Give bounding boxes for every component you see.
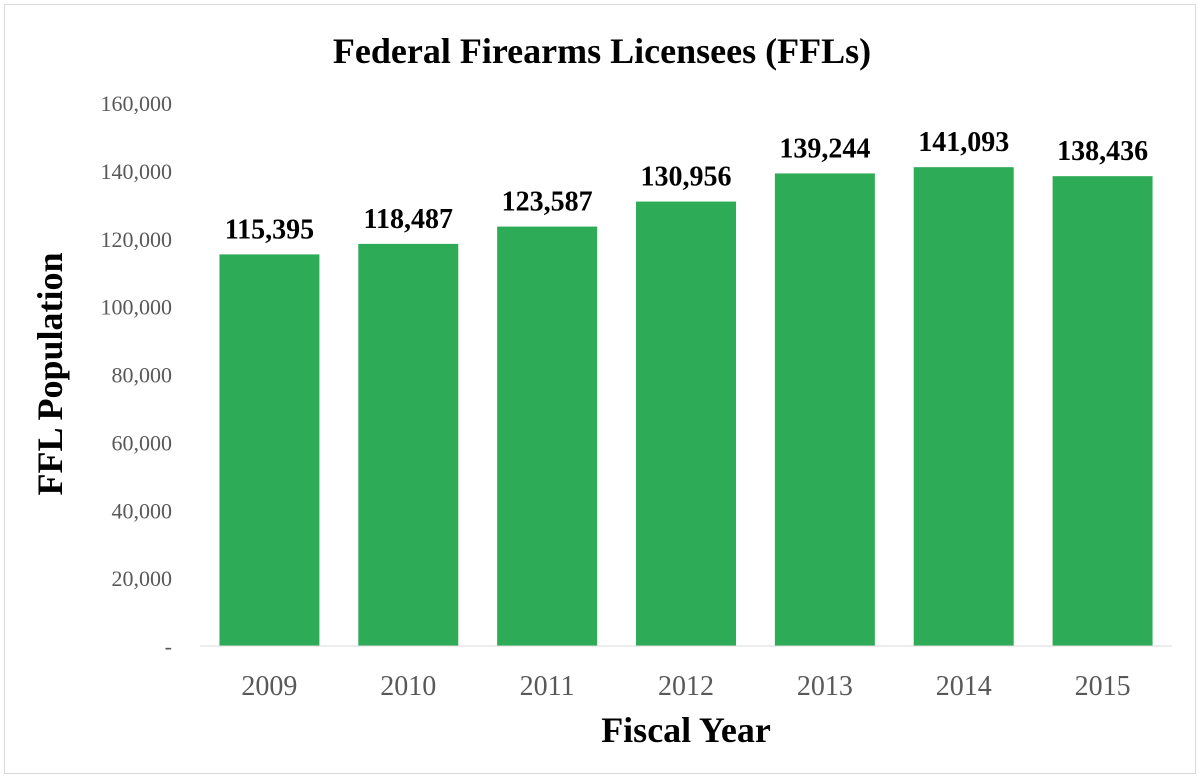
- data-label-2009: 115,395: [225, 214, 314, 245]
- data-label-2013: 139,244: [779, 133, 870, 164]
- x-tick-label-2010: 2010: [380, 671, 436, 702]
- y-tick-label: -: [165, 634, 172, 659]
- x-tick-label-2013: 2013: [797, 671, 853, 702]
- y-tick-label: 80,000: [112, 363, 173, 388]
- data-labels: 115,395 118,487 123,587 130,956 139,244 141,0…: [225, 127, 1148, 245]
- x-axis-label: Fiscal Year: [601, 710, 771, 750]
- y-tick-label: 160,000: [101, 91, 173, 116]
- bar-2012: [636, 201, 736, 647]
- x-tick-label-2009: 2009: [241, 671, 297, 702]
- bar-2015: [1052, 176, 1153, 646]
- bar-2009: [219, 254, 320, 646]
- y-axis-ticks: - 20,000 40,000 60,000 80,000 100,000 120,000 1…: [101, 91, 173, 659]
- x-tick-label-2012: 2012: [658, 671, 714, 702]
- y-tick-label: 40,000: [112, 498, 173, 523]
- x-tick-label-2014: 2014: [936, 671, 992, 702]
- data-label-2010: 118,487: [364, 204, 453, 235]
- data-label-2014: 141,093: [918, 127, 1009, 158]
- y-tick-label: 120,000: [101, 227, 173, 252]
- y-axis-label: FFL Population: [30, 252, 70, 495]
- data-label-2011: 123,587: [502, 187, 593, 218]
- bar-2010: [358, 243, 459, 646]
- x-tick-label-2015: 2015: [1075, 671, 1131, 702]
- bar-2013: [774, 173, 875, 646]
- chart-title: Federal Firearms Licensees (FFLs): [333, 31, 871, 71]
- data-label-2015: 138,436: [1057, 136, 1148, 167]
- bar-2014: [913, 167, 1014, 646]
- data-label-2012: 130,956: [641, 162, 732, 193]
- bar-2011: [497, 226, 598, 647]
- y-tick-label: 20,000: [112, 566, 173, 591]
- x-tick-label-2011: 2011: [520, 671, 575, 702]
- bars: [219, 167, 1153, 647]
- y-tick-label: 60,000: [112, 430, 173, 455]
- y-tick-label: 140,000: [101, 159, 173, 184]
- x-axis-ticks: 2009 2010 2011 2012 2013 2014 2015: [241, 671, 1130, 702]
- y-tick-label: 100,000: [101, 295, 173, 320]
